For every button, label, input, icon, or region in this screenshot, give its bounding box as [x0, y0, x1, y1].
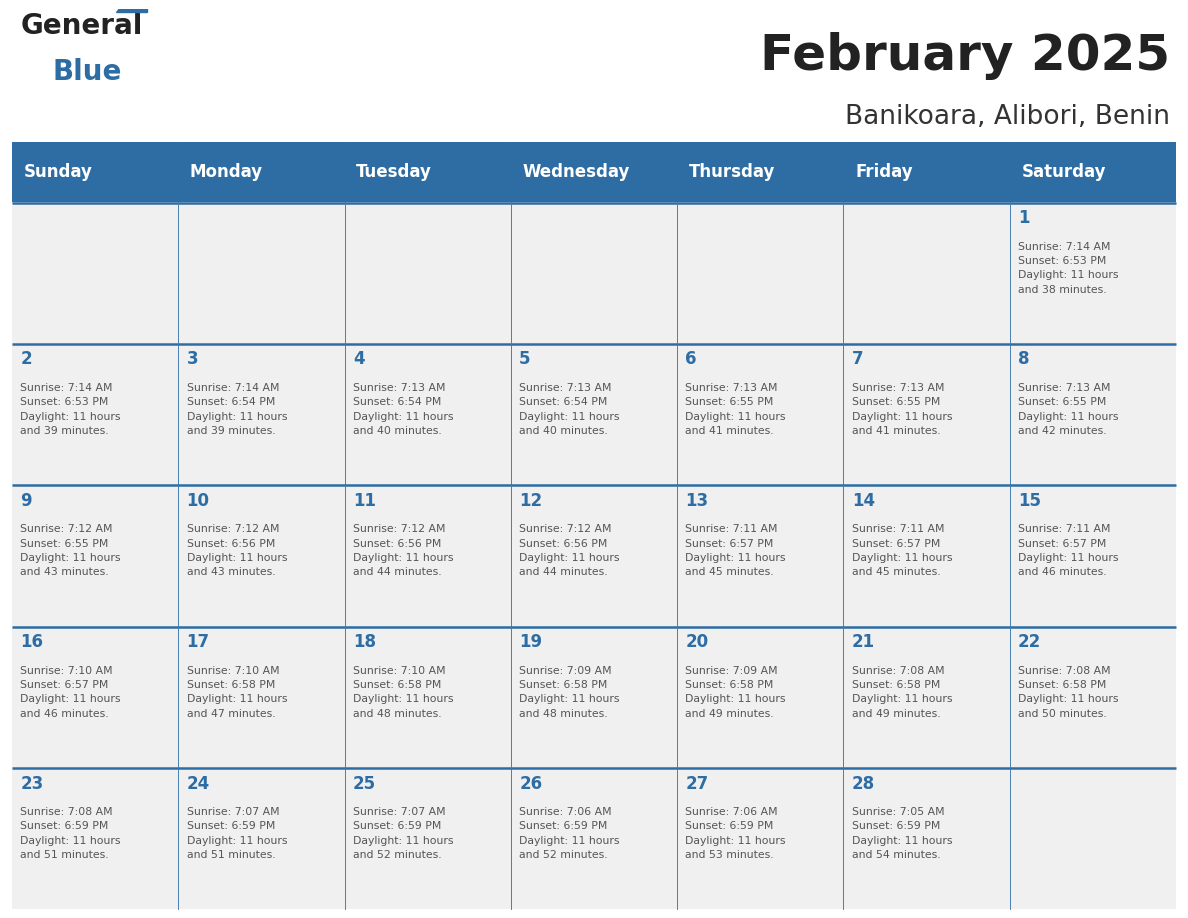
Text: Sunrise: 7:10 AM
Sunset: 6:58 PM
Daylight: 11 hours
and 48 minutes.: Sunrise: 7:10 AM Sunset: 6:58 PM Dayligh… [353, 666, 454, 719]
Text: Sunrise: 7:13 AM
Sunset: 6:54 PM
Daylight: 11 hours
and 40 minutes.: Sunrise: 7:13 AM Sunset: 6:54 PM Dayligh… [519, 383, 620, 436]
Text: Sunrise: 7:08 AM
Sunset: 6:58 PM
Daylight: 11 hours
and 49 minutes.: Sunrise: 7:08 AM Sunset: 6:58 PM Dayligh… [852, 666, 953, 719]
Text: 13: 13 [685, 492, 708, 509]
Text: Sunrise: 7:11 AM
Sunset: 6:57 PM
Daylight: 11 hours
and 45 minutes.: Sunrise: 7:11 AM Sunset: 6:57 PM Dayligh… [852, 524, 953, 577]
Text: 12: 12 [519, 492, 542, 509]
Text: 28: 28 [852, 775, 874, 792]
Text: 1: 1 [1018, 209, 1030, 227]
Text: Sunrise: 7:08 AM
Sunset: 6:59 PM
Daylight: 11 hours
and 51 minutes.: Sunrise: 7:08 AM Sunset: 6:59 PM Dayligh… [20, 807, 121, 860]
Text: Sunrise: 7:11 AM
Sunset: 6:57 PM
Daylight: 11 hours
and 45 minutes.: Sunrise: 7:11 AM Sunset: 6:57 PM Dayligh… [685, 524, 786, 577]
Text: 7: 7 [852, 351, 864, 368]
Text: Tuesday: Tuesday [356, 163, 432, 181]
Text: 15: 15 [1018, 492, 1041, 509]
Text: Friday: Friday [855, 163, 912, 181]
Text: 11: 11 [353, 492, 375, 509]
Text: 18: 18 [353, 633, 375, 651]
Text: 16: 16 [20, 633, 43, 651]
Text: 3: 3 [187, 351, 198, 368]
Text: Sunrise: 7:12 AM
Sunset: 6:55 PM
Daylight: 11 hours
and 43 minutes.: Sunrise: 7:12 AM Sunset: 6:55 PM Dayligh… [20, 524, 121, 577]
Text: 8: 8 [1018, 351, 1030, 368]
Text: Sunrise: 7:06 AM
Sunset: 6:59 PM
Daylight: 11 hours
and 53 minutes.: Sunrise: 7:06 AM Sunset: 6:59 PM Dayligh… [685, 807, 786, 860]
Text: Sunrise: 7:13 AM
Sunset: 6:55 PM
Daylight: 11 hours
and 42 minutes.: Sunrise: 7:13 AM Sunset: 6:55 PM Dayligh… [1018, 383, 1119, 436]
Text: Sunrise: 7:12 AM
Sunset: 6:56 PM
Daylight: 11 hours
and 44 minutes.: Sunrise: 7:12 AM Sunset: 6:56 PM Dayligh… [353, 524, 454, 577]
Text: February 2025: February 2025 [760, 32, 1170, 80]
Text: 10: 10 [187, 492, 209, 509]
Text: Saturday: Saturday [1022, 163, 1106, 181]
Text: 17: 17 [187, 633, 209, 651]
Text: Sunrise: 7:14 AM
Sunset: 6:54 PM
Daylight: 11 hours
and 39 minutes.: Sunrise: 7:14 AM Sunset: 6:54 PM Dayligh… [187, 383, 287, 436]
Text: Sunrise: 7:08 AM
Sunset: 6:58 PM
Daylight: 11 hours
and 50 minutes.: Sunrise: 7:08 AM Sunset: 6:58 PM Dayligh… [1018, 666, 1119, 719]
Text: Banikoara, Alibori, Benin: Banikoara, Alibori, Benin [846, 104, 1170, 129]
Text: 20: 20 [685, 633, 708, 651]
Text: 9: 9 [20, 492, 32, 509]
Text: 24: 24 [187, 775, 210, 792]
Text: Sunrise: 7:13 AM
Sunset: 6:55 PM
Daylight: 11 hours
and 41 minutes.: Sunrise: 7:13 AM Sunset: 6:55 PM Dayligh… [852, 383, 953, 436]
Text: 5: 5 [519, 351, 531, 368]
Text: Sunrise: 7:07 AM
Sunset: 6:59 PM
Daylight: 11 hours
and 52 minutes.: Sunrise: 7:07 AM Sunset: 6:59 PM Dayligh… [353, 807, 454, 860]
Polygon shape [116, 0, 146, 12]
Text: Sunrise: 7:09 AM
Sunset: 6:58 PM
Daylight: 11 hours
and 48 minutes.: Sunrise: 7:09 AM Sunset: 6:58 PM Dayligh… [519, 666, 620, 719]
Text: Sunrise: 7:14 AM
Sunset: 6:53 PM
Daylight: 11 hours
and 39 minutes.: Sunrise: 7:14 AM Sunset: 6:53 PM Dayligh… [20, 383, 121, 436]
Text: General: General [20, 12, 143, 39]
Text: Sunrise: 7:06 AM
Sunset: 6:59 PM
Daylight: 11 hours
and 52 minutes.: Sunrise: 7:06 AM Sunset: 6:59 PM Dayligh… [519, 807, 620, 860]
Text: Sunrise: 7:09 AM
Sunset: 6:58 PM
Daylight: 11 hours
and 49 minutes.: Sunrise: 7:09 AM Sunset: 6:58 PM Dayligh… [685, 666, 786, 719]
Text: 27: 27 [685, 775, 709, 792]
Text: Thursday: Thursday [689, 163, 776, 181]
Text: Sunrise: 7:05 AM
Sunset: 6:59 PM
Daylight: 11 hours
and 54 minutes.: Sunrise: 7:05 AM Sunset: 6:59 PM Dayligh… [852, 807, 953, 860]
Text: Sunrise: 7:12 AM
Sunset: 6:56 PM
Daylight: 11 hours
and 44 minutes.: Sunrise: 7:12 AM Sunset: 6:56 PM Dayligh… [519, 524, 620, 577]
Text: 19: 19 [519, 633, 542, 651]
Text: 4: 4 [353, 351, 365, 368]
Text: Sunrise: 7:13 AM
Sunset: 6:54 PM
Daylight: 11 hours
and 40 minutes.: Sunrise: 7:13 AM Sunset: 6:54 PM Dayligh… [353, 383, 454, 436]
Text: Sunday: Sunday [24, 163, 93, 181]
Text: Sunrise: 7:10 AM
Sunset: 6:57 PM
Daylight: 11 hours
and 46 minutes.: Sunrise: 7:10 AM Sunset: 6:57 PM Dayligh… [20, 666, 121, 719]
Text: 25: 25 [353, 775, 375, 792]
Text: Wednesday: Wednesday [523, 163, 630, 181]
Text: 23: 23 [20, 775, 44, 792]
Text: 26: 26 [519, 775, 542, 792]
Text: Sunrise: 7:12 AM
Sunset: 6:56 PM
Daylight: 11 hours
and 43 minutes.: Sunrise: 7:12 AM Sunset: 6:56 PM Dayligh… [187, 524, 287, 577]
Text: Sunrise: 7:07 AM
Sunset: 6:59 PM
Daylight: 11 hours
and 51 minutes.: Sunrise: 7:07 AM Sunset: 6:59 PM Dayligh… [187, 807, 287, 860]
Text: Sunrise: 7:13 AM
Sunset: 6:55 PM
Daylight: 11 hours
and 41 minutes.: Sunrise: 7:13 AM Sunset: 6:55 PM Dayligh… [685, 383, 786, 436]
Text: 2: 2 [20, 351, 32, 368]
Text: Monday: Monday [190, 163, 263, 181]
Text: Sunrise: 7:14 AM
Sunset: 6:53 PM
Daylight: 11 hours
and 38 minutes.: Sunrise: 7:14 AM Sunset: 6:53 PM Dayligh… [1018, 241, 1119, 295]
Text: 6: 6 [685, 351, 697, 368]
Text: Blue: Blue [52, 58, 122, 86]
Text: Sunrise: 7:11 AM
Sunset: 6:57 PM
Daylight: 11 hours
and 46 minutes.: Sunrise: 7:11 AM Sunset: 6:57 PM Dayligh… [1018, 524, 1119, 577]
Text: 21: 21 [852, 633, 874, 651]
Text: 22: 22 [1018, 633, 1042, 651]
Text: Sunrise: 7:10 AM
Sunset: 6:58 PM
Daylight: 11 hours
and 47 minutes.: Sunrise: 7:10 AM Sunset: 6:58 PM Dayligh… [187, 666, 287, 719]
Text: 14: 14 [852, 492, 874, 509]
